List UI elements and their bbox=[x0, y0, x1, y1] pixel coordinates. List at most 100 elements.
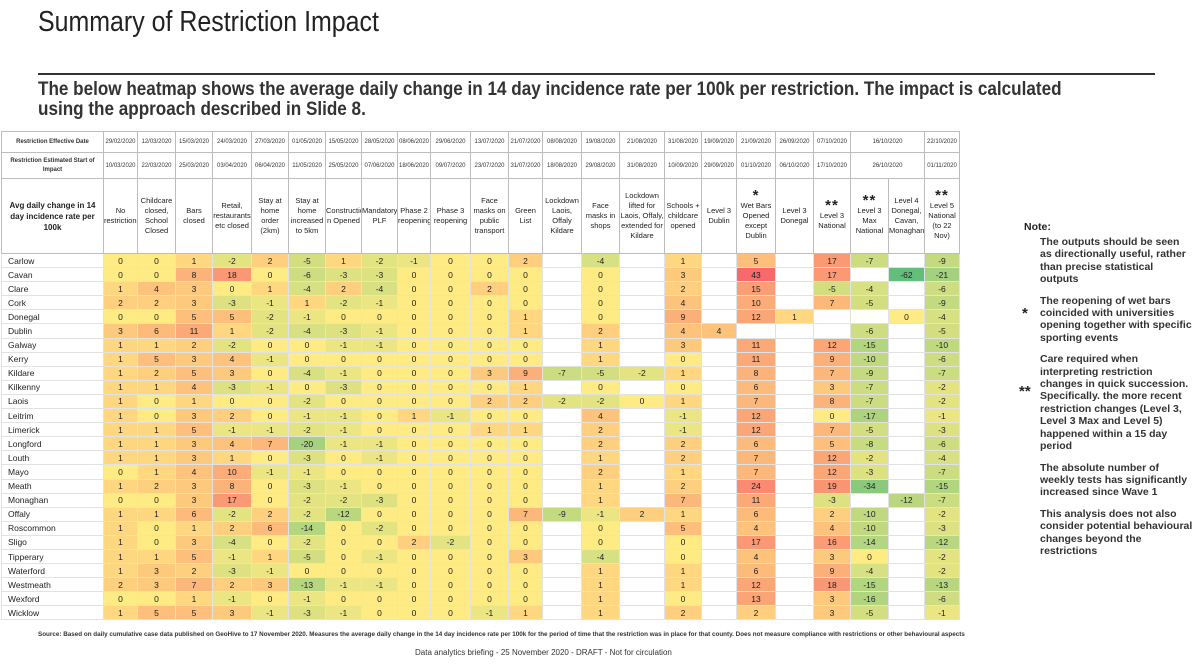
heat-cell: -20 bbox=[288, 436, 326, 452]
heat-cell bbox=[888, 436, 925, 452]
heat-cell: 0 bbox=[397, 267, 431, 283]
heat-cell: 0 bbox=[103, 591, 138, 607]
county-name: Dublin bbox=[1, 323, 104, 339]
heat-cell bbox=[813, 323, 851, 339]
heat-cell: 5 bbox=[664, 520, 702, 536]
heat-cell: 0 bbox=[430, 492, 471, 508]
heat-cell: 7 bbox=[664, 492, 702, 508]
heat-cell: -9 bbox=[850, 365, 889, 381]
heat-cell bbox=[542, 379, 582, 395]
heat-cell: 2 bbox=[581, 436, 620, 452]
heat-cell: 6 bbox=[736, 379, 776, 395]
heat-cell bbox=[775, 436, 814, 452]
heat-cell: 0 bbox=[325, 591, 362, 607]
restriction-column-header: ** Level 3 National bbox=[813, 178, 851, 254]
column-label: Stay at home increased to 5km bbox=[290, 196, 324, 235]
heat-cell: 0 bbox=[325, 534, 362, 550]
heat-cell: 2 bbox=[664, 478, 702, 494]
heat-cell: -1 bbox=[325, 605, 362, 621]
heat-cell bbox=[542, 464, 582, 480]
heat-cell bbox=[701, 548, 737, 565]
heat-cell: -3 bbox=[288, 450, 326, 466]
heat-cell bbox=[888, 393, 925, 410]
heat-cell: -1 bbox=[212, 422, 252, 438]
impact-date-cell: 29/08/2020 bbox=[581, 152, 620, 179]
heat-cell bbox=[701, 591, 737, 607]
heat-cell bbox=[542, 605, 582, 621]
heat-cell: -1 bbox=[361, 577, 398, 593]
county-name: Mayo bbox=[1, 464, 104, 480]
heat-cell: 3 bbox=[175, 492, 213, 508]
heat-cell: 4 bbox=[175, 464, 213, 480]
heat-cell: 0 bbox=[581, 281, 620, 297]
heat-cell: 0 bbox=[251, 408, 289, 424]
heat-cell: 12 bbox=[813, 337, 851, 353]
effective-date-cell: 21/09/2020 bbox=[736, 131, 776, 153]
heat-cell: 0 bbox=[813, 408, 851, 424]
heat-cell: 0 bbox=[397, 337, 431, 353]
heat-cell: -6 bbox=[850, 323, 889, 339]
county-row: Kildare 1 2 5 3 0 -4 -1 0 0 0 3 9 -7 -5 -2 1 8 7 -9 -7 bbox=[1, 365, 960, 381]
heat-cell: 2 bbox=[581, 464, 620, 480]
heat-cell: 7 bbox=[813, 295, 851, 311]
heat-cell: 0 bbox=[664, 534, 702, 550]
heat-cell: 1 bbox=[103, 534, 138, 550]
heat-cell bbox=[701, 267, 737, 283]
heat-cell: -21 bbox=[924, 267, 960, 283]
heat-cell bbox=[888, 577, 925, 593]
effective-date-cell: 21/08/2020 bbox=[619, 131, 665, 153]
heat-cell: 0 bbox=[470, 548, 509, 565]
heat-cell: 0 bbox=[430, 295, 471, 311]
heat-cell: 1 bbox=[137, 464, 176, 480]
county-name: Wexford bbox=[1, 591, 104, 607]
heat-cell: 2 bbox=[325, 281, 362, 297]
heat-cell: 1 bbox=[325, 252, 362, 269]
heat-cell: 1 bbox=[175, 520, 213, 536]
heat-cell: 0 bbox=[430, 351, 471, 367]
heat-cell: -1 bbox=[288, 309, 326, 325]
heat-cell bbox=[619, 577, 665, 593]
county-name: Longford bbox=[1, 436, 104, 452]
heat-cell: 5 bbox=[137, 605, 176, 621]
heat-cell: 0 bbox=[430, 548, 471, 565]
heat-cell: -1 bbox=[470, 605, 509, 621]
heat-cell: 9 bbox=[664, 309, 702, 325]
heat-cell: -4 bbox=[212, 534, 252, 550]
heat-cell: 0 bbox=[361, 393, 398, 410]
heat-cell: 0 bbox=[288, 563, 326, 579]
heat-cell: -62 bbox=[888, 267, 925, 283]
heat-cell: 0 bbox=[470, 252, 509, 269]
heat-cell: -4 bbox=[361, 281, 398, 297]
heat-cell: 0 bbox=[508, 267, 543, 283]
county-row: Laois 1 0 1 0 0 -2 0 0 0 0 2 2 -2 -2 0 1 7 8 -7 -2 bbox=[1, 393, 960, 410]
heat-cell bbox=[775, 379, 814, 395]
column-label: Childcare closed, School Closed bbox=[140, 196, 173, 235]
heat-cell bbox=[542, 436, 582, 452]
heat-cell: 0 bbox=[430, 323, 471, 339]
heat-cell bbox=[888, 379, 925, 395]
heat-cell: 18 bbox=[212, 267, 252, 283]
heat-cell: 1 bbox=[664, 563, 702, 579]
heat-cell: 43 bbox=[736, 267, 776, 283]
heat-cell: 3 bbox=[813, 605, 851, 621]
heat-cell: 0 bbox=[361, 478, 398, 494]
restriction-column-header: Stay at home order (2km) bbox=[251, 178, 289, 254]
effective-date-cell: 26/09/2020 bbox=[775, 131, 814, 153]
heat-cell: 0 bbox=[508, 534, 543, 550]
heat-cell: 0 bbox=[397, 295, 431, 311]
heat-cell: 0 bbox=[137, 591, 176, 607]
county-name: Galway bbox=[1, 337, 104, 353]
heat-cell: -5 bbox=[850, 422, 889, 438]
heat-cell: 0 bbox=[581, 534, 620, 550]
heat-cell: 3 bbox=[175, 408, 213, 424]
heat-cell: -5 bbox=[813, 281, 851, 297]
heat-cell bbox=[619, 267, 665, 283]
heat-cell bbox=[850, 309, 889, 325]
row-header: Restriction Estimated Start of Impact bbox=[1, 152, 104, 179]
heat-cell: 0 bbox=[397, 548, 431, 565]
heat-cell bbox=[701, 436, 737, 452]
heat-cell: -1 bbox=[361, 295, 398, 311]
heat-cell: 2 bbox=[137, 295, 176, 311]
heat-cell: 0 bbox=[581, 520, 620, 536]
heat-cell: 16 bbox=[813, 534, 851, 550]
